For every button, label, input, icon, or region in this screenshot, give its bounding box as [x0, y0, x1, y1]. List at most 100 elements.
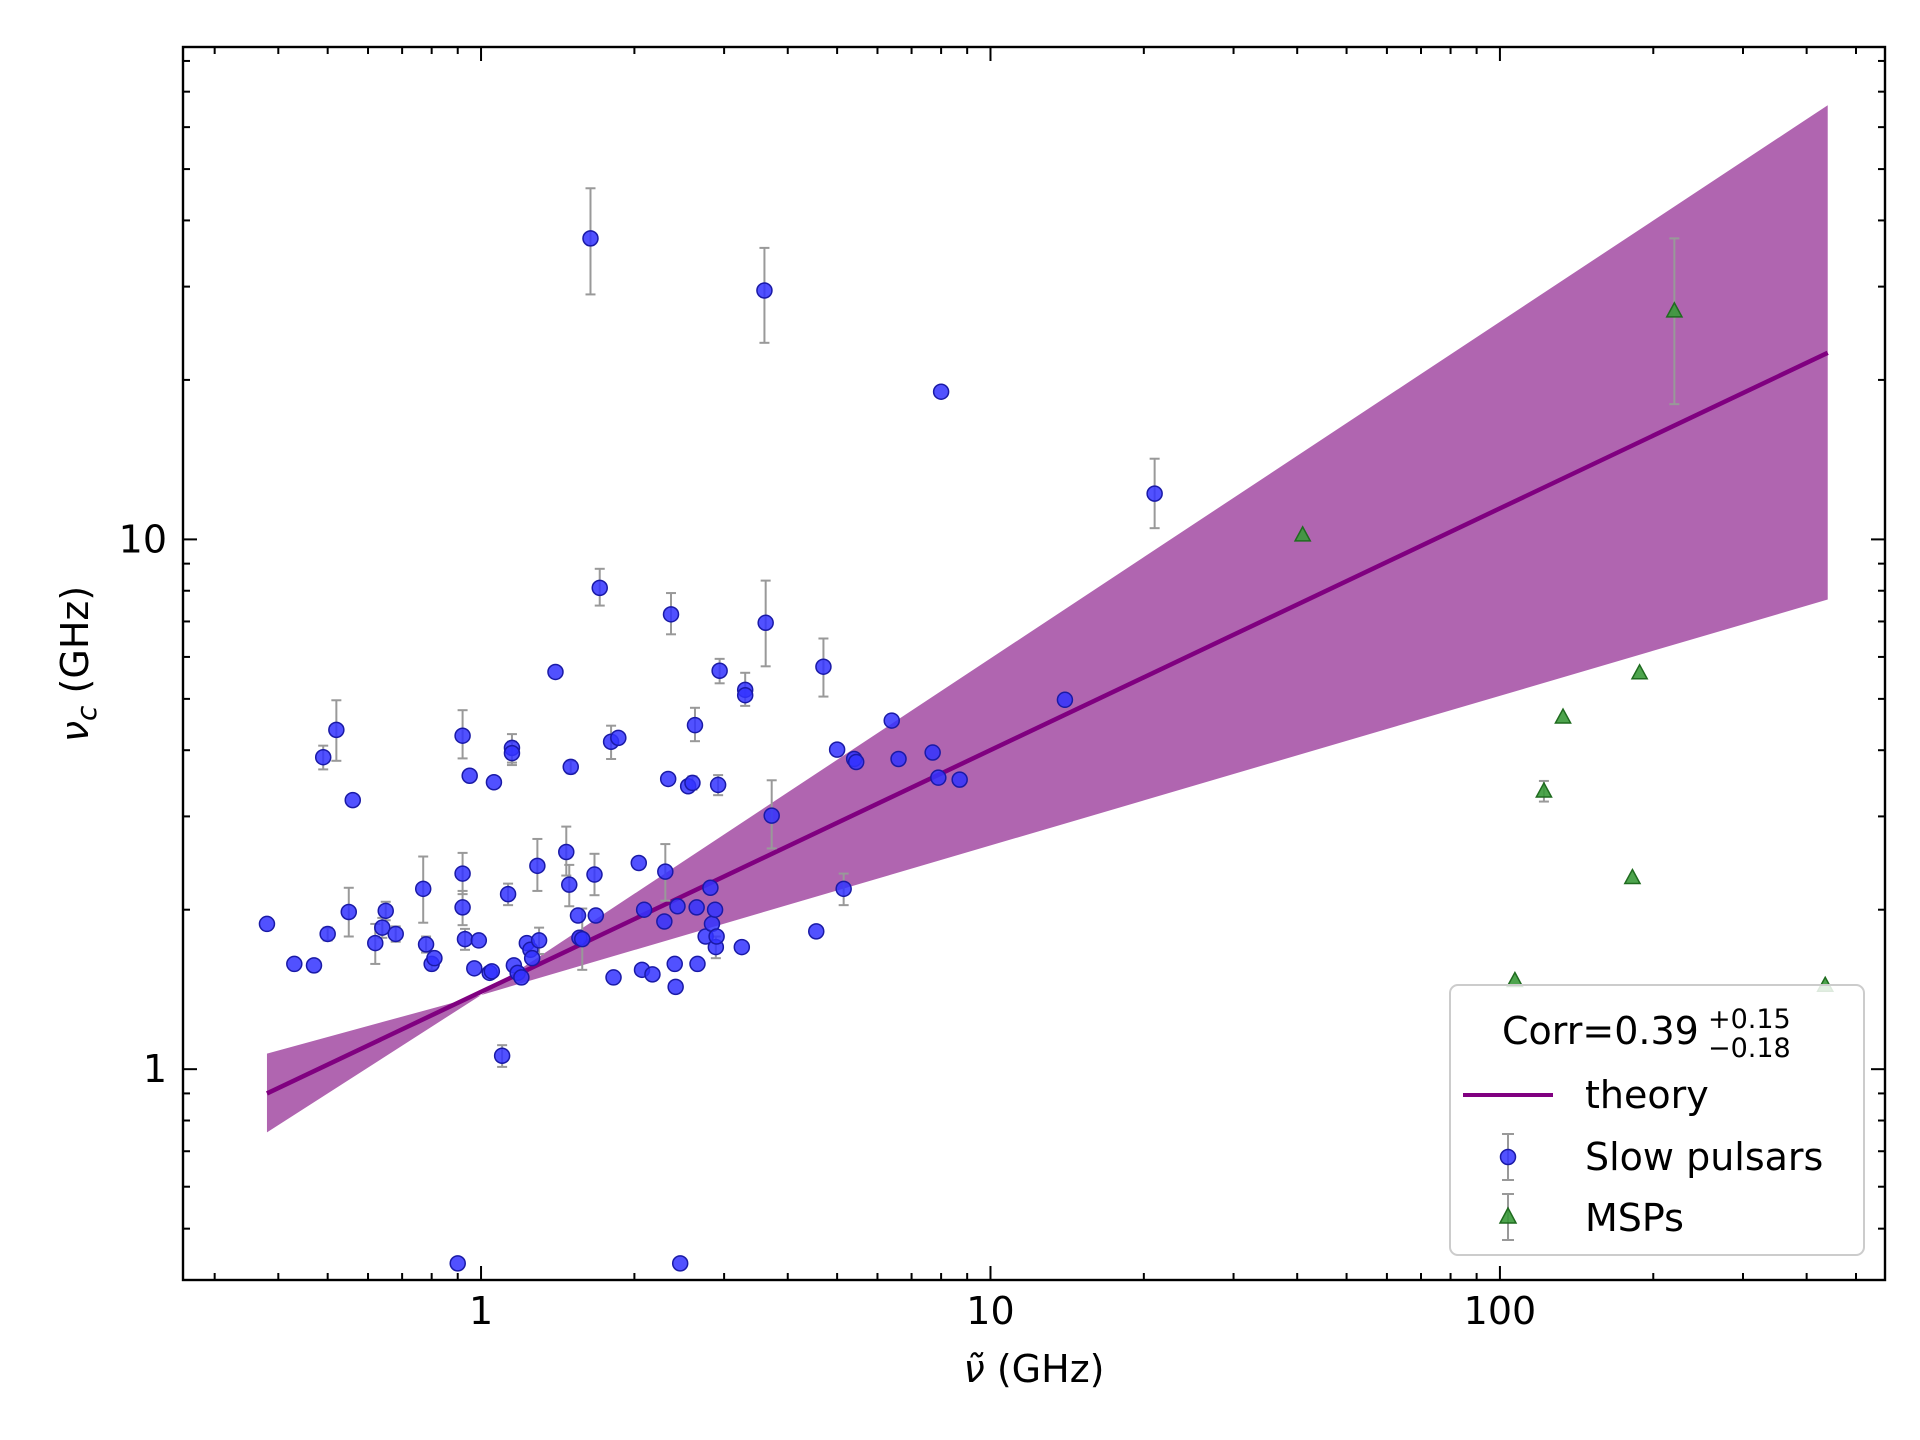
- slow-pulsar-point: [671, 1255, 689, 1272]
- slow-pulsar-point: [667, 978, 684, 996]
- slow-pulsar-point: [763, 807, 780, 824]
- slow-pulsar-point: [470, 932, 488, 949]
- slow-pulsar-point: [662, 606, 680, 623]
- slow-pulsar-point: [466, 960, 483, 977]
- slow-pulsar-point: [485, 774, 503, 791]
- slow-pulsar-point: [449, 1255, 466, 1272]
- slow-pulsar-point: [569, 907, 587, 924]
- slow-pulsar-point: [426, 949, 443, 967]
- slow-pulsar-point: [847, 753, 865, 771]
- slow-pulsar-point: [328, 721, 345, 739]
- slow-pulsar-point: [828, 741, 846, 758]
- msp-point: [1623, 867, 1642, 885]
- slow-pulsar-point: [630, 854, 648, 872]
- slow-pulsar-point: [890, 750, 907, 768]
- slow-pulsar-point: [523, 949, 541, 967]
- slow-pulsar-point: [930, 769, 947, 786]
- y-tick-label: 10: [119, 517, 167, 561]
- slow-pulsar-point: [461, 767, 478, 784]
- slow-pulsar-point: [561, 876, 578, 893]
- slow-pulsar-point: [924, 744, 941, 761]
- msp-point: [1630, 663, 1649, 680]
- slow-pulsar-point: [656, 913, 673, 930]
- slow-pulsar-point: [340, 903, 358, 921]
- msp-point: [1554, 707, 1572, 724]
- slow-pulsar-point: [1146, 485, 1163, 502]
- legend: Corr=0.39 +0.15 −0.18 theory Slow pulsar…: [1449, 984, 1865, 1256]
- slow-pulsar-point: [530, 932, 548, 949]
- slow-pulsar-point: [529, 857, 546, 875]
- legend-slow-marker: [1499, 1148, 1517, 1166]
- x-axis-label: ν̃ (GHz): [964, 1347, 1105, 1391]
- slow-pulsar-point: [733, 938, 751, 956]
- slow-pulsar-point: [587, 907, 605, 924]
- slow-pulsar-point: [454, 899, 471, 916]
- slow-pulsar-point: [258, 915, 276, 933]
- legend-msp-swatch: [1498, 1193, 1518, 1241]
- slow-pulsar-point: [757, 614, 774, 632]
- slow-pulsar-point: [493, 1047, 511, 1065]
- slow-pulsar-point: [702, 879, 719, 897]
- slow-pulsar-point: [659, 770, 677, 788]
- slow-pulsar-point: [644, 966, 661, 983]
- slow-pulsar-point: [932, 383, 950, 400]
- slow-pulsar-point: [835, 880, 852, 898]
- slow-pulsar-point: [499, 885, 517, 903]
- theory-line-layer: [265, 350, 1829, 1096]
- slow-pulsar-point: [503, 744, 521, 762]
- slow-pulsar-point: [666, 955, 683, 973]
- slow-pulsar-point: [709, 776, 727, 794]
- slow-pulsar-point: [756, 282, 773, 299]
- slow-pulsar-point: [736, 686, 754, 704]
- msp-point: [1665, 301, 1684, 318]
- legend-box: [1449, 984, 1865, 1256]
- slow-pulsar-point: [591, 579, 608, 597]
- slow-pulsar-point: [688, 899, 705, 916]
- slow-pulsar-point: [483, 963, 501, 980]
- legend-title: Corr=0.39: [1502, 1009, 1699, 1053]
- slow-pulsar-point: [610, 729, 627, 747]
- slow-pulsar-point: [586, 866, 603, 883]
- slow-pulsar-point: [657, 863, 674, 880]
- slow-pulsar-point: [815, 658, 832, 675]
- slow-pulsar-point: [808, 923, 825, 940]
- slow-pulsar-point: [669, 898, 686, 915]
- slow-pulsar-point: [319, 925, 336, 943]
- slow-pulsar-point: [414, 880, 432, 898]
- slow-pulsar-point: [305, 957, 323, 974]
- y-tick-label: 1: [143, 1047, 167, 1091]
- legend-slow-swatch: [1499, 1133, 1517, 1181]
- slow-pulsar-point: [367, 934, 384, 952]
- axis-tick-labels: 1 10 100 1 10: [119, 517, 1537, 1333]
- slow-pulsar-point: [582, 230, 599, 247]
- slow-pulsar-point: [417, 936, 435, 953]
- slow-pulsar-point: [711, 662, 728, 680]
- confidence-band: [266, 105, 1828, 1133]
- slow-pulsar-point: [377, 902, 394, 920]
- points-layer: [258, 230, 1835, 1272]
- slow-pulsar-point: [1056, 691, 1074, 709]
- legend-title-sub: −0.18: [1708, 1033, 1791, 1064]
- x-tick-label: 100: [1464, 1289, 1537, 1333]
- slow-pulsar-point: [314, 748, 332, 766]
- slow-pulsar-point: [547, 663, 564, 681]
- x-tick-label: 10: [966, 1289, 1014, 1333]
- slow-pulsar-point: [454, 727, 471, 744]
- slow-pulsar-point: [883, 712, 900, 729]
- slow-pulsar-point: [706, 901, 724, 918]
- legend-entry-slow: Slow pulsars: [1585, 1135, 1823, 1179]
- legend-msp-marker: [1498, 1206, 1518, 1224]
- slow-pulsar-point: [454, 865, 471, 882]
- msp-point: [1293, 525, 1312, 542]
- slow-pulsar-point: [513, 969, 530, 986]
- slow-pulsar-point: [605, 969, 622, 986]
- y-axis-label: νc (GHz): [53, 586, 103, 742]
- slow-pulsar-point: [344, 791, 362, 809]
- slow-pulsar-point: [456, 930, 474, 948]
- slow-pulsar-point: [374, 919, 391, 936]
- slow-pulsar-point: [573, 930, 591, 948]
- legend-title-sup: +0.15: [1708, 1004, 1791, 1035]
- x-tick-label: 1: [469, 1289, 493, 1333]
- slow-pulsar-point: [951, 771, 968, 788]
